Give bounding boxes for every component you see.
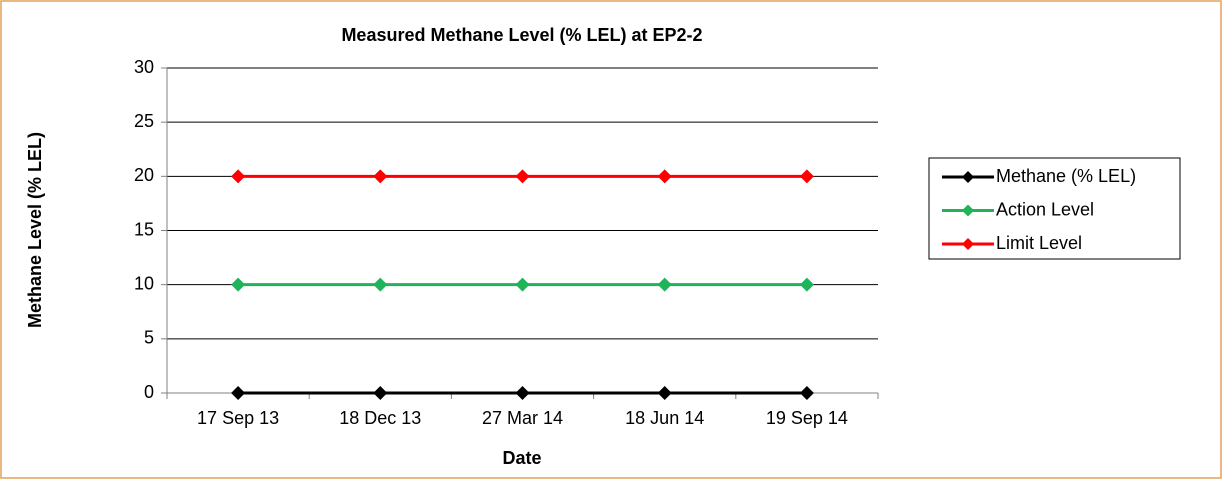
y-tick-label: 0 [144, 382, 154, 402]
y-tick-label: 20 [134, 165, 154, 185]
marker [515, 277, 530, 292]
x-tick-label: 27 Mar 14 [482, 408, 563, 428]
legend-marker [962, 171, 974, 183]
marker [799, 169, 814, 184]
x-tick-label: 17 Sep 13 [197, 408, 279, 428]
marker [373, 169, 388, 184]
marker [657, 277, 672, 292]
y-tick-label: 5 [144, 328, 154, 348]
legend-label: Methane (% LEL) [996, 166, 1136, 186]
marker [373, 386, 388, 400]
chart-title: Measured Methane Level (% LEL) at EP2-2 [341, 25, 702, 45]
y-axis-label: Methane Level (% LEL) [25, 132, 45, 328]
x-tick-label: 19 Sep 14 [766, 408, 848, 428]
marker [231, 386, 246, 400]
marker [231, 277, 246, 292]
marker [515, 386, 530, 400]
y-tick-label: 10 [134, 273, 154, 293]
y-tick-label: 15 [134, 219, 154, 239]
x-tick-label: 18 Jun 14 [625, 408, 704, 428]
y-tick-label: 30 [134, 57, 154, 77]
marker [515, 169, 530, 184]
y-tick-label: 25 [134, 111, 154, 131]
legend-marker [962, 204, 974, 217]
marker [231, 169, 246, 184]
marker [373, 277, 388, 292]
marker [657, 169, 672, 184]
legend-label: Limit Level [996, 233, 1082, 253]
legend-marker [962, 238, 974, 250]
marker [657, 386, 672, 400]
marker [799, 386, 814, 400]
legend-label: Action Level [996, 199, 1094, 219]
x-axis-label: Date [502, 448, 541, 468]
marker [799, 277, 814, 292]
x-tick-label: 18 Dec 13 [339, 408, 421, 428]
